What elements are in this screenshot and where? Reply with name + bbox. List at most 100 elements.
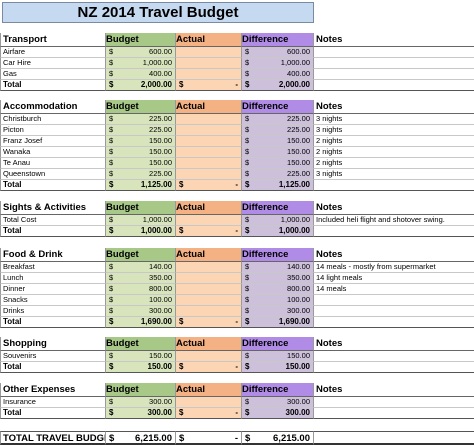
difference-cell[interactable]: $350.00 xyxy=(242,273,314,284)
total-label[interactable]: Total xyxy=(0,408,106,419)
difference-cell[interactable]: $1,000.00 xyxy=(242,215,314,226)
difference-cell[interactable]: $225.00 xyxy=(242,125,314,136)
budget-header[interactable]: Budget xyxy=(106,201,176,215)
notes-cell[interactable]: 2 nights xyxy=(314,147,474,158)
section-title[interactable]: Sights & Activities xyxy=(0,201,106,215)
total-label[interactable]: Total xyxy=(0,226,106,237)
notes-header[interactable]: Notes xyxy=(314,248,474,262)
total-label[interactable]: Total xyxy=(0,80,106,91)
actual-cell[interactable] xyxy=(176,47,242,58)
actual-cell[interactable] xyxy=(176,158,242,169)
actual-cell[interactable] xyxy=(176,114,242,125)
row-label[interactable]: Gas xyxy=(0,69,106,80)
total-label[interactable]: Total xyxy=(0,362,106,373)
section-title[interactable]: Other Expenses xyxy=(0,383,106,397)
row-label[interactable]: Christburch xyxy=(0,114,106,125)
actual-cell[interactable] xyxy=(176,262,242,273)
row-label[interactable]: Drinks xyxy=(0,306,106,317)
difference-header[interactable]: Difference xyxy=(242,337,314,351)
actual-cell[interactable] xyxy=(176,69,242,80)
section-title[interactable]: Food & Drink xyxy=(0,248,106,262)
actual-header[interactable]: Actual xyxy=(176,337,242,351)
row-label[interactable]: Breakfast xyxy=(0,262,106,273)
budget-cell[interactable]: $150.00 xyxy=(106,351,176,362)
actual-cell[interactable] xyxy=(176,397,242,408)
budget-cell[interactable]: $150.00 xyxy=(106,147,176,158)
notes-cell[interactable]: 14 meals - mostly from supermarket xyxy=(314,262,474,273)
budget-cell[interactable]: $225.00 xyxy=(106,114,176,125)
difference-cell[interactable]: $1,000.00 xyxy=(242,58,314,69)
notes-cell[interactable] xyxy=(314,69,474,80)
difference-cell[interactable]: $140.00 xyxy=(242,262,314,273)
actual-cell[interactable] xyxy=(176,273,242,284)
total-budget[interactable]: $2,000.00 xyxy=(106,80,176,91)
row-label[interactable]: Insurance xyxy=(0,397,106,408)
notes-cell[interactable] xyxy=(314,351,474,362)
total-actual[interactable]: $ - xyxy=(176,362,242,373)
total-notes[interactable] xyxy=(314,408,474,419)
notes-cell[interactable] xyxy=(314,295,474,306)
notes-cell[interactable] xyxy=(314,306,474,317)
budget-cell[interactable]: $350.00 xyxy=(106,273,176,284)
section-title[interactable]: Transport xyxy=(0,33,106,47)
total-budget[interactable]: $1,690.00 xyxy=(106,317,176,328)
actual-cell[interactable] xyxy=(176,136,242,147)
notes-cell[interactable] xyxy=(314,397,474,408)
difference-header[interactable]: Difference xyxy=(242,383,314,397)
grand-total-actual[interactable]: $ - xyxy=(176,431,242,445)
total-difference[interactable]: $150.00 xyxy=(242,362,314,373)
row-label[interactable]: Souvenirs xyxy=(0,351,106,362)
difference-header[interactable]: Difference xyxy=(242,248,314,262)
actual-cell[interactable] xyxy=(176,58,242,69)
section-title[interactable]: Shopping xyxy=(0,337,106,351)
row-label[interactable]: Franz Josef xyxy=(0,136,106,147)
difference-cell[interactable]: $600.00 xyxy=(242,47,314,58)
row-label[interactable]: Picton xyxy=(0,125,106,136)
budget-cell[interactable]: $600.00 xyxy=(106,47,176,58)
total-notes[interactable] xyxy=(314,180,474,191)
total-label[interactable]: Total xyxy=(0,180,106,191)
actual-cell[interactable] xyxy=(176,215,242,226)
budget-cell[interactable]: $400.00 xyxy=(106,69,176,80)
actual-header[interactable]: Actual xyxy=(176,33,242,47)
total-notes[interactable] xyxy=(314,362,474,373)
total-difference[interactable]: $300.00 xyxy=(242,408,314,419)
actual-header[interactable]: Actual xyxy=(176,201,242,215)
total-actual[interactable]: $ - xyxy=(176,180,242,191)
total-notes[interactable] xyxy=(314,317,474,328)
budget-cell[interactable]: $1,000.00 xyxy=(106,58,176,69)
total-budget[interactable]: $300.00 xyxy=(106,408,176,419)
total-difference[interactable]: $1,690.00 xyxy=(242,317,314,328)
budget-cell[interactable]: $150.00 xyxy=(106,158,176,169)
notes-cell[interactable]: Included heli flight and shotover swing. xyxy=(314,215,474,226)
total-budget[interactable]: $150.00 xyxy=(106,362,176,373)
difference-cell[interactable]: $300.00 xyxy=(242,306,314,317)
difference-cell[interactable]: $225.00 xyxy=(242,169,314,180)
budget-cell[interactable]: $225.00 xyxy=(106,169,176,180)
row-label[interactable]: Car Hire xyxy=(0,58,106,69)
row-label[interactable]: Te Anau xyxy=(0,158,106,169)
actual-cell[interactable] xyxy=(176,169,242,180)
notes-cell[interactable]: 14 meals xyxy=(314,284,474,295)
budget-header[interactable]: Budget xyxy=(106,337,176,351)
budget-header[interactable]: Budget xyxy=(106,100,176,114)
total-actual[interactable]: $ - xyxy=(176,80,242,91)
notes-cell[interactable]: 3 nights xyxy=(314,169,474,180)
budget-cell[interactable]: $140.00 xyxy=(106,262,176,273)
row-label[interactable]: Wanaka xyxy=(0,147,106,158)
notes-cell[interactable]: 14 light meals xyxy=(314,273,474,284)
budget-header[interactable]: Budget xyxy=(106,248,176,262)
notes-header[interactable]: Notes xyxy=(314,33,474,47)
difference-cell[interactable]: $150.00 xyxy=(242,351,314,362)
budget-cell[interactable]: $225.00 xyxy=(106,125,176,136)
actual-header[interactable]: Actual xyxy=(176,100,242,114)
notes-cell[interactable]: 2 nights xyxy=(314,136,474,147)
budget-cell[interactable]: $150.00 xyxy=(106,136,176,147)
budget-cell[interactable]: $800.00 xyxy=(106,284,176,295)
budget-cell[interactable]: $100.00 xyxy=(106,295,176,306)
budget-cell[interactable]: $1,000.00 xyxy=(106,215,176,226)
total-difference[interactable]: $1,000.00 xyxy=(242,226,314,237)
total-label[interactable]: Total xyxy=(0,317,106,328)
notes-cell[interactable] xyxy=(314,47,474,58)
difference-header[interactable]: Difference xyxy=(242,100,314,114)
